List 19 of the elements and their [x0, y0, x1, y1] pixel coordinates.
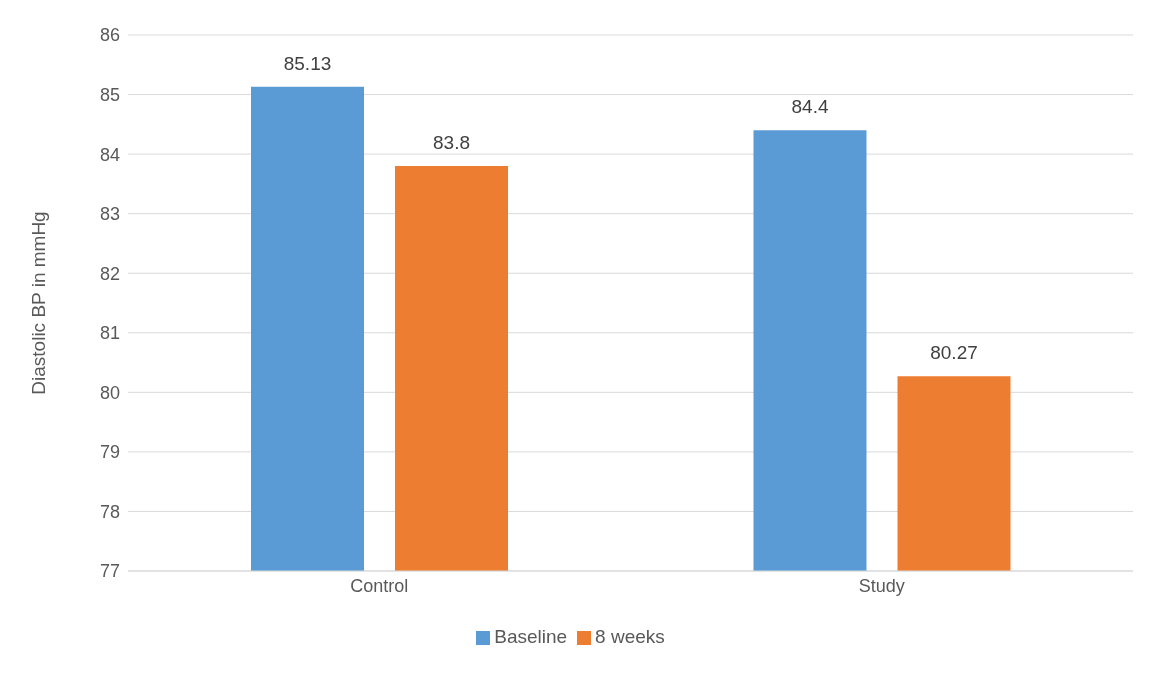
legend-label: Baseline	[494, 626, 568, 647]
y-tick-label: 83	[99, 204, 120, 225]
data-label: 83.8	[433, 132, 470, 154]
legend-label: 8 weeks	[595, 626, 665, 647]
y-tick-label: 78	[99, 501, 120, 522]
y-tick-label: 86	[99, 25, 120, 46]
data-label: 80.27	[930, 342, 978, 364]
y-tick-label: 84	[99, 144, 120, 165]
y-tick-label: 79	[99, 442, 120, 463]
y-tick-label: 77	[99, 561, 120, 582]
x-tick-label: Control	[350, 575, 409, 596]
data-label: 84.4	[791, 96, 829, 118]
data-label: 85.13	[283, 52, 332, 74]
y-tick-label: 85	[99, 84, 120, 105]
y-tick-label: 82	[99, 263, 120, 284]
y-axis-title: Diastolic BP in mmHg	[27, 211, 49, 395]
y-tick-label: 81	[99, 323, 120, 344]
y-tick-label: 80	[99, 382, 120, 403]
x-tick-label: Study	[858, 575, 905, 596]
